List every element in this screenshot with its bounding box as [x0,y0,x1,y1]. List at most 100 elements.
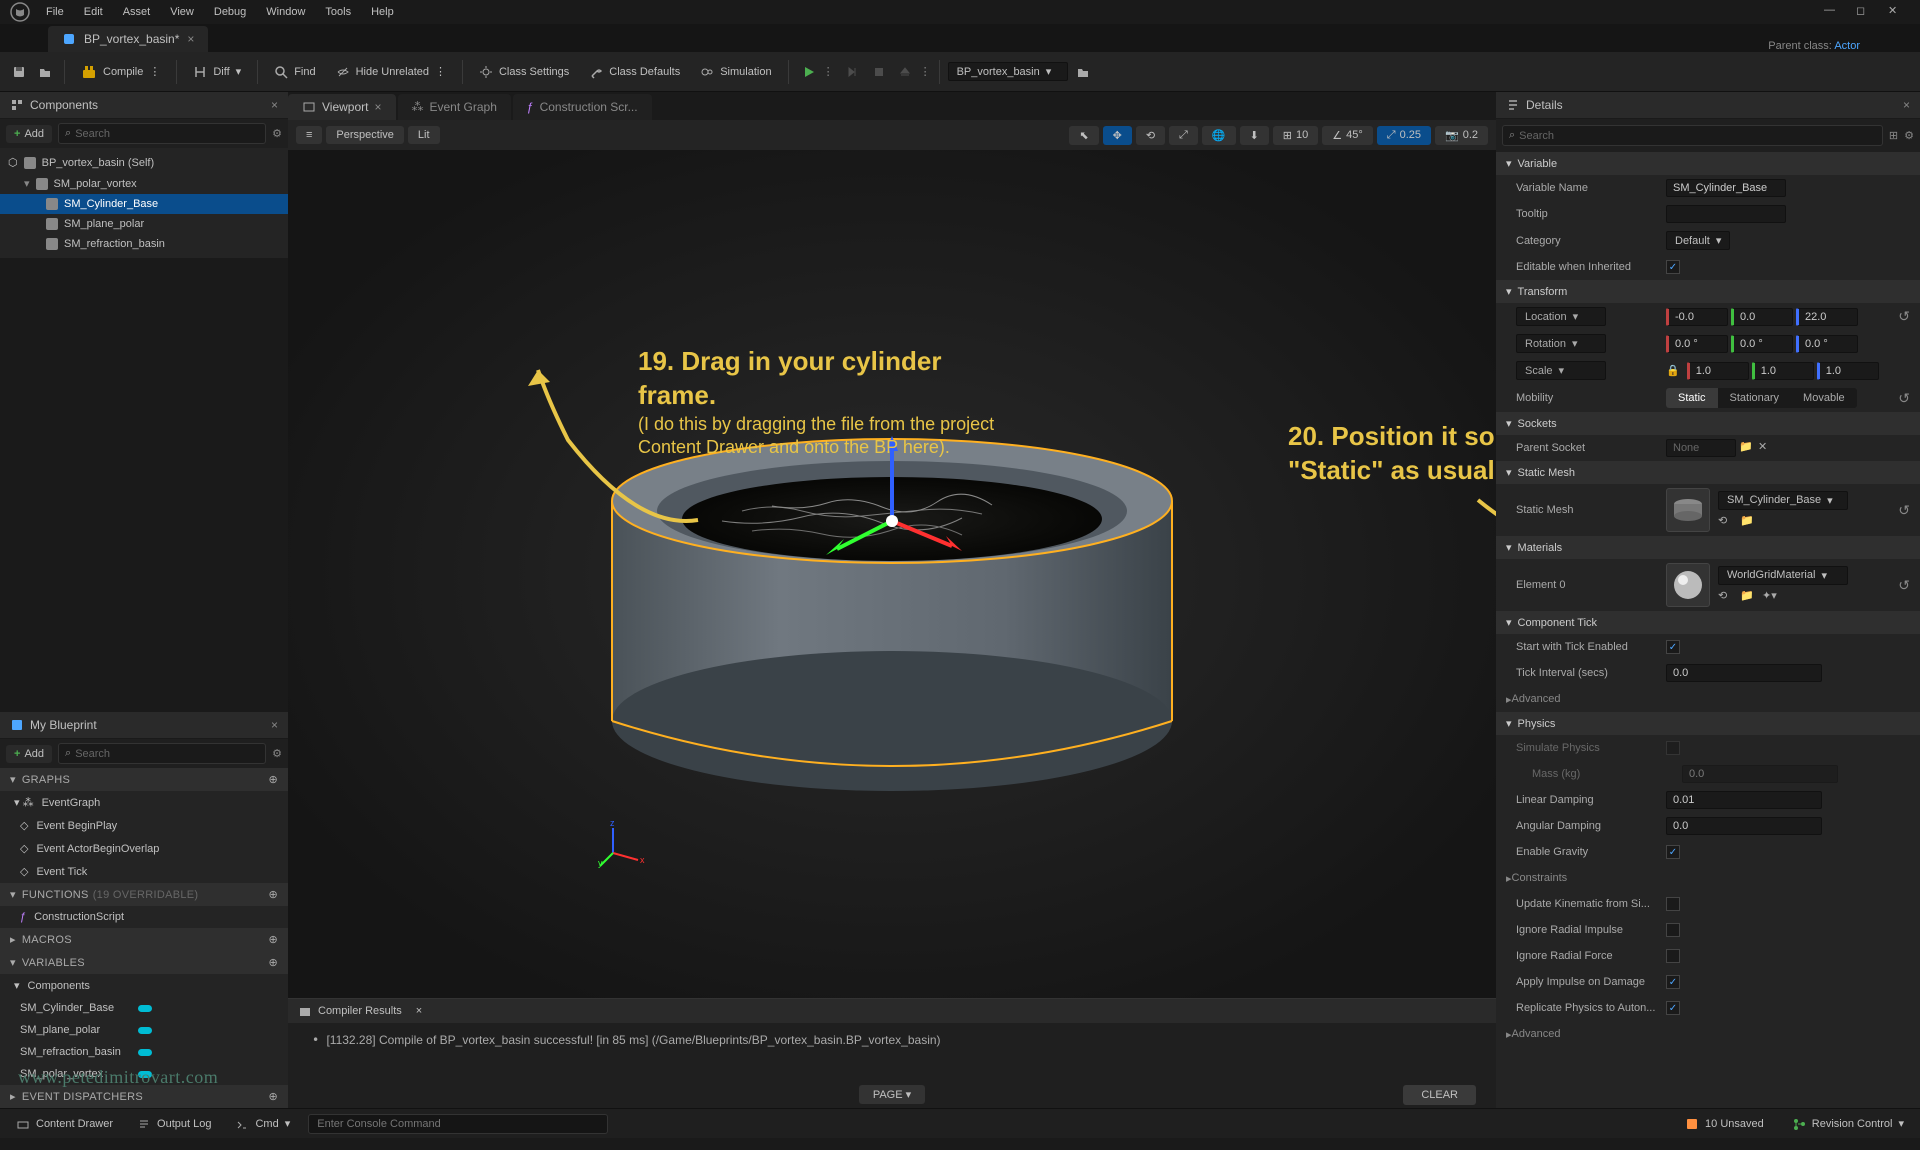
lit-dropdown[interactable]: Lit [408,126,440,144]
play-button[interactable]: ⋮ [797,60,838,84]
add-icon[interactable]: ⊕ [268,1090,278,1103]
compile-button[interactable]: Compile ⋮ [73,60,168,84]
reset-icon[interactable]: ↺ [1898,308,1910,325]
rotation-x-input[interactable] [1666,335,1728,353]
variable-item[interactable]: SM_Cylinder_Base [0,997,288,1019]
event-item[interactable]: ◇Event Tick [0,860,288,883]
editable-checkbox[interactable]: ✓ [1666,260,1680,274]
category-transform[interactable]: ▾ Transform [1496,280,1920,303]
tab-event-graph[interactable]: ⁂Event Graph [398,94,511,120]
camera-speed[interactable]: 📷 0.2 [1435,126,1488,145]
parent-socket-input[interactable]: None [1666,439,1736,457]
location-x-input[interactable] [1666,308,1728,326]
component-item[interactable]: SM_refraction_basin [0,234,288,254]
unsaved-indicator[interactable]: 10 Unsaved [1679,1115,1770,1133]
linear-damping-input[interactable] [1666,791,1822,809]
parent-class-link[interactable]: Actor [1834,40,1860,52]
simulate-physics-checkbox[interactable] [1666,741,1680,755]
clear-button[interactable]: CLEAR [1403,1085,1476,1105]
tick-interval-input[interactable] [1666,664,1822,682]
menu-tools[interactable]: Tools [315,2,361,22]
browse-icon[interactable]: 📁 [1740,514,1756,530]
lock-icon[interactable]: 🔒 [1666,364,1680,377]
gravity-checkbox[interactable]: ✓ [1666,845,1680,859]
variable-item[interactable]: SM_polar_vortex [0,1063,288,1085]
panel-close-icon[interactable]: × [1903,98,1910,112]
angular-damping-input[interactable] [1666,817,1822,835]
menu-debug[interactable]: Debug [204,2,256,22]
tab-viewport[interactable]: Viewport× [288,94,396,120]
location-dropdown[interactable]: Location▾ [1516,307,1606,326]
tab-close-icon[interactable]: × [187,32,194,46]
reset-icon[interactable]: ↺ [1898,390,1910,407]
category-static-mesh[interactable]: ▾ Static Mesh [1496,461,1920,484]
snap-surface[interactable]: ⬇ [1240,126,1269,145]
use-selected-icon[interactable]: ⟲ [1718,589,1734,605]
tooltip-input[interactable] [1666,205,1786,223]
settings-icon[interactable]: ⚙ [272,747,282,760]
component-item[interactable]: ⬡ BP_vortex_basin (Self) [0,152,288,173]
blueprint-search-input[interactable]: ⌕Search [58,743,266,764]
add-component-button[interactable]: +Add [6,125,52,143]
add-icon[interactable]: ⊕ [268,773,278,786]
radial-force-checkbox[interactable] [1666,949,1680,963]
functions-section[interactable]: ▾FUNCTIONS(19 OVERRIDABLE)⊕ [0,883,288,906]
advanced-toggle[interactable]: ▸ Advanced [1496,686,1920,712]
location-z-input[interactable] [1796,308,1858,326]
stop-button[interactable] [868,61,890,83]
revision-control-button[interactable]: Revision Control ▾ [1786,1115,1910,1133]
menu-edit[interactable]: Edit [74,2,113,22]
translate-tool[interactable]: ✥ [1103,126,1132,145]
component-item[interactable]: ▾SM_polar_vortex [0,173,288,194]
category-dropdown[interactable]: Default▾ [1666,231,1730,250]
tab-construction[interactable]: ƒConstruction Scr... [513,94,652,120]
output-log-button[interactable]: Output Log [131,1115,217,1133]
world-local-toggle[interactable]: 🌐 [1202,126,1236,145]
variable-item[interactable]: SM_refraction_basin [0,1041,288,1063]
minimize-icon[interactable]: — [1824,4,1840,20]
component-item[interactable]: SM_Cylinder_Base [0,194,288,214]
skip-button[interactable] [842,61,864,83]
scale-snap[interactable]: ⤢ 0.25 [1377,126,1431,145]
mobility-static[interactable]: Static [1666,388,1718,408]
category-variable[interactable]: ▾ Variable [1496,152,1920,175]
advanced-toggle[interactable]: ▸ Advanced [1496,1021,1920,1047]
menu-asset[interactable]: Asset [113,2,161,22]
select-tool[interactable]: ⬉ [1069,126,1098,145]
blueprint-dropdown[interactable]: BP_vortex_basin▾ [948,62,1068,81]
radial-impulse-checkbox[interactable] [1666,923,1680,937]
macros-section[interactable]: ▸MACROS⊕ [0,928,288,951]
details-search-input[interactable]: ⌕Search [1502,125,1883,146]
category-materials[interactable]: ▾ Materials [1496,536,1920,559]
scale-dropdown[interactable]: Scale▾ [1516,361,1606,380]
panel-close-icon[interactable]: × [271,718,278,732]
maximize-icon[interactable]: ◻ [1856,4,1872,20]
eject-button[interactable] [894,61,916,83]
browse-to-asset-button[interactable] [1072,61,1094,83]
find-button[interactable]: Find [266,61,323,83]
perspective-dropdown[interactable]: Perspective [326,126,403,144]
reset-icon[interactable]: ↺ [1898,577,1910,594]
kinematic-checkbox[interactable] [1666,897,1680,911]
panel-close-icon[interactable]: × [271,98,278,112]
add-icon[interactable]: ⊕ [268,956,278,969]
extra-icon[interactable]: ✦▾ [1762,589,1778,605]
clear-icon[interactable]: ✕ [1758,440,1774,456]
dispatchers-section[interactable]: ▸EVENT DISPATCHERS⊕ [0,1085,288,1108]
use-selected-icon[interactable]: ⟲ [1718,514,1734,530]
viewport-3d[interactable]: z x y 19. Drag in your cylinder frame. (… [288,150,1496,998]
category-physics[interactable]: ▾ Physics [1496,712,1920,735]
mobility-stationary[interactable]: Stationary [1718,388,1792,408]
apply-impulse-checkbox[interactable]: ✓ [1666,975,1680,989]
location-y-input[interactable] [1731,308,1793,326]
material-thumbnail[interactable] [1666,563,1710,607]
graphs-section[interactable]: ▾GRAPHS⊕ [0,768,288,791]
browse-icon[interactable]: 📁 [1740,589,1756,605]
components-search-input[interactable]: ⌕Search [58,123,266,144]
panel-close-icon[interactable]: × [416,1005,422,1017]
settings-icon[interactable]: ⚙ [272,127,282,140]
rotation-dropdown[interactable]: Rotation▾ [1516,334,1606,353]
diff-button[interactable]: Diff▾ [185,61,249,83]
page-button[interactable]: PAGE ▾ [859,1085,925,1104]
scale-z-input[interactable] [1817,362,1879,380]
